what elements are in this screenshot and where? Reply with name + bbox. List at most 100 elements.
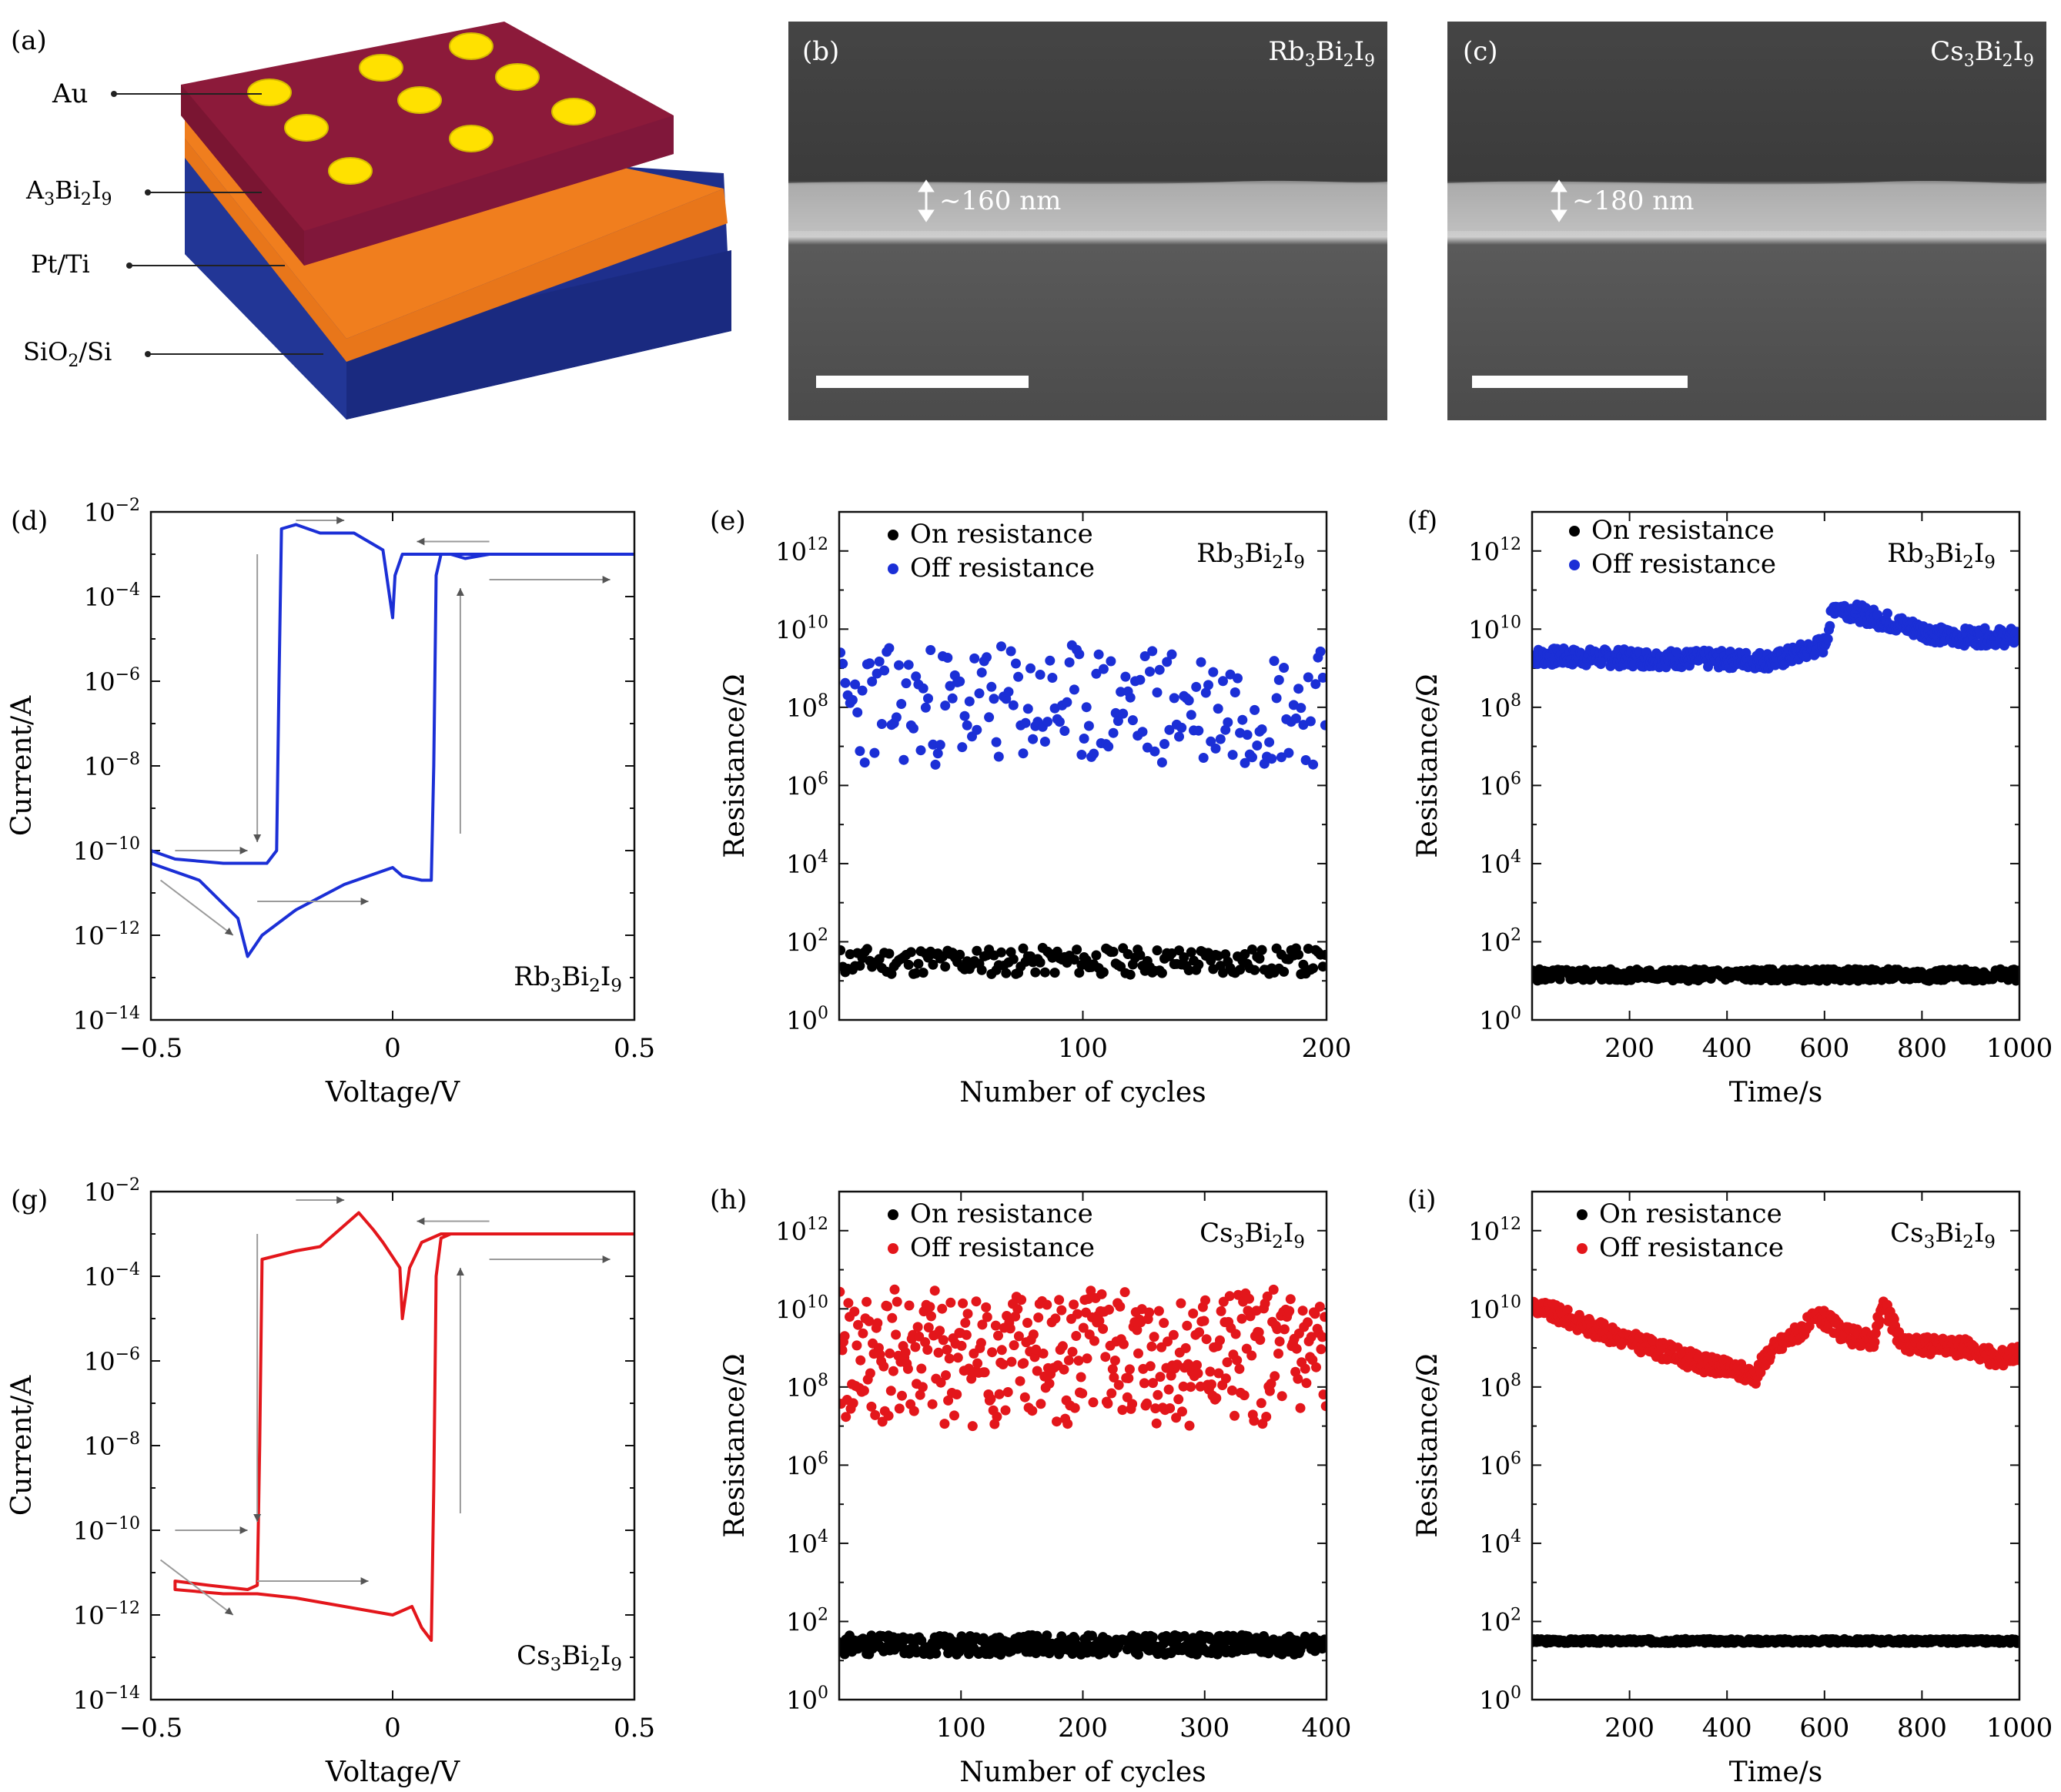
data-point bbox=[974, 688, 985, 699]
chart-i: (i) 100 102 104 106 108 1010 1012 200 400 600 800 10… bbox=[1407, 1185, 2053, 1788]
data-point bbox=[1163, 1336, 1173, 1347]
y-tick-label: 1010 bbox=[1468, 613, 1521, 644]
x-tick-label: −0.5 bbox=[119, 1033, 183, 1064]
chart-material-label: Cs3Bi2I9 bbox=[1199, 1218, 1305, 1252]
data-point bbox=[1032, 1366, 1042, 1376]
data-point bbox=[1230, 1410, 1240, 1421]
data-point bbox=[1279, 966, 1290, 977]
data-point bbox=[1252, 741, 1263, 751]
sweep-direction-arrows bbox=[159, 517, 611, 936]
legend-label: Off resistance bbox=[1591, 549, 1776, 580]
data-point bbox=[976, 667, 987, 678]
data-point bbox=[972, 945, 982, 956]
data-point bbox=[858, 1328, 868, 1339]
data-point bbox=[1079, 734, 1089, 744]
data-point bbox=[1119, 1287, 1130, 1298]
x-axis-label: Voltage/V bbox=[325, 1077, 460, 1108]
data-point bbox=[878, 1361, 889, 1372]
data-point bbox=[928, 739, 938, 750]
data-point bbox=[1069, 684, 1079, 695]
data-point bbox=[1083, 720, 1094, 731]
scale-bar bbox=[1472, 376, 1688, 388]
tick-marks bbox=[150, 1191, 635, 1700]
data-point bbox=[938, 1335, 949, 1346]
data-point bbox=[922, 1345, 933, 1355]
data-point bbox=[891, 1329, 902, 1340]
legend-marker bbox=[888, 1209, 898, 1220]
data-point bbox=[1647, 1335, 1658, 1346]
data-point bbox=[1098, 1323, 1109, 1334]
data-point bbox=[902, 1363, 913, 1374]
data-point bbox=[915, 745, 926, 756]
y-tick-label: 104 bbox=[786, 1527, 828, 1559]
data-point bbox=[1025, 663, 1036, 674]
data-point bbox=[1173, 1394, 1184, 1405]
data-point bbox=[1137, 727, 1148, 737]
data-point bbox=[1273, 1349, 1283, 1359]
data-point bbox=[996, 641, 1006, 652]
data-point bbox=[1176, 722, 1187, 733]
data-point bbox=[1298, 959, 1309, 970]
data-point bbox=[1083, 1294, 1094, 1304]
data-point bbox=[1200, 1295, 1210, 1306]
data-point bbox=[866, 1401, 877, 1412]
y-tick-label: 100 bbox=[1479, 1004, 1521, 1035]
y-tick-label: 102 bbox=[786, 925, 828, 957]
y-tick-label: 106 bbox=[786, 1449, 828, 1480]
data-point bbox=[849, 1306, 860, 1317]
y-tick-label: 10−2 bbox=[84, 1175, 140, 1207]
panel-b-sem-image: (b) Rb3Bi2I9 ~160 nm bbox=[788, 22, 1387, 420]
data-point bbox=[898, 754, 909, 765]
data-point bbox=[959, 710, 970, 721]
data-point bbox=[1218, 676, 1228, 687]
data-point bbox=[940, 961, 951, 972]
data-point bbox=[1562, 1305, 1573, 1315]
data-point bbox=[1098, 967, 1109, 978]
data-point bbox=[930, 759, 941, 770]
data-point bbox=[891, 712, 902, 723]
x-tick-label: 0.5 bbox=[614, 1713, 655, 1744]
data-point bbox=[1869, 1337, 1880, 1347]
data-point bbox=[897, 1390, 907, 1401]
data-point bbox=[986, 681, 997, 692]
chart-material-label: Rb3Bi2I9 bbox=[1196, 538, 1305, 573]
data-point bbox=[916, 1363, 927, 1374]
data-point bbox=[993, 751, 1004, 762]
data-point bbox=[1184, 1420, 1195, 1431]
data-point bbox=[1317, 1332, 1327, 1342]
data-point bbox=[989, 694, 999, 704]
y-tick-label: 106 bbox=[1479, 1449, 1521, 1480]
data-point bbox=[990, 1320, 1001, 1331]
plot-frame bbox=[1531, 510, 2021, 1021]
data-point bbox=[1072, 944, 1082, 955]
data-point bbox=[864, 1316, 875, 1326]
data-point bbox=[1598, 1318, 1609, 1329]
data-point bbox=[847, 694, 858, 705]
data-point bbox=[1301, 1378, 1312, 1389]
y-tick-label: 1012 bbox=[1468, 1215, 1521, 1246]
data-point bbox=[1018, 943, 1029, 954]
y-tick-label: 1012 bbox=[1468, 535, 1521, 567]
data-point bbox=[879, 665, 890, 676]
data-point bbox=[1112, 716, 1123, 727]
data-point bbox=[874, 656, 885, 667]
data-point bbox=[1089, 748, 1099, 759]
data-point bbox=[1206, 736, 1216, 747]
data-point bbox=[855, 1355, 866, 1366]
data-point bbox=[1091, 668, 1102, 679]
data-point bbox=[1035, 957, 1046, 968]
panel-b-thickness: ~160 nm bbox=[939, 186, 1061, 216]
data-point bbox=[1030, 967, 1041, 978]
tick-marks bbox=[1532, 512, 2020, 1021]
data-point bbox=[855, 961, 865, 971]
data-point bbox=[942, 1344, 952, 1355]
data-point bbox=[958, 1298, 969, 1309]
data-point bbox=[1067, 1346, 1078, 1357]
data-point bbox=[896, 699, 907, 709]
data-point bbox=[940, 700, 951, 711]
data-point bbox=[1073, 1356, 1084, 1366]
data-point bbox=[927, 1399, 938, 1409]
data-point bbox=[1072, 1309, 1082, 1319]
x-tick-label: 100 bbox=[936, 1713, 986, 1744]
data-point bbox=[1145, 1361, 1156, 1372]
